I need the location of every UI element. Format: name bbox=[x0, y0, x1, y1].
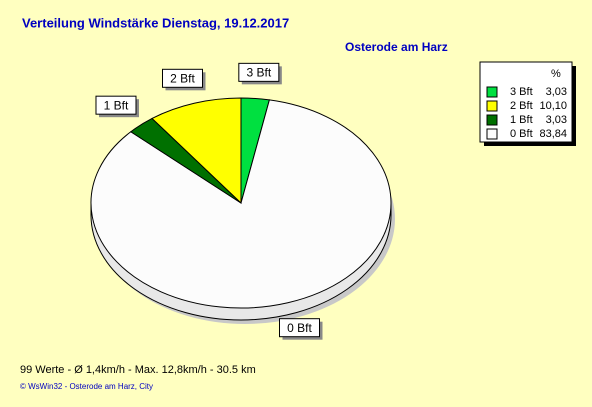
legend-value: 83,84 bbox=[539, 128, 567, 140]
callout-box bbox=[238, 62, 280, 82]
pie-slice bbox=[90, 99, 392, 309]
chart-title: Verteilung Windstärke Dienstag, 19.12.20… bbox=[22, 15, 289, 30]
legend-label: 3 Bft bbox=[510, 86, 533, 98]
legend-swatch bbox=[486, 100, 498, 112]
legend-value: 10,10 bbox=[539, 100, 567, 112]
callout-label: 2 Bft bbox=[170, 71, 195, 85]
legend-header: % bbox=[551, 68, 561, 80]
chart-subtitle: Osterode am Harz bbox=[345, 40, 448, 54]
callout-box bbox=[95, 95, 137, 115]
callout-box bbox=[279, 318, 321, 338]
legend-label: 2 Bft bbox=[510, 100, 533, 112]
footer: 99 Werte - Ø 1,4km/h - Max. 12,8km/h - 3… bbox=[20, 364, 256, 376]
legend-swatch bbox=[486, 128, 498, 140]
copyright: © WsWin32 - Osterode am Harz, City bbox=[20, 382, 153, 391]
legend-label: 0 Bft bbox=[510, 128, 533, 140]
legend-value: 3,03 bbox=[546, 114, 567, 126]
callout-box bbox=[161, 68, 203, 88]
legend-swatch bbox=[486, 86, 498, 98]
pie-slice bbox=[151, 97, 242, 205]
callout-label: 3 Bft bbox=[246, 66, 271, 80]
legend-label: 1 Bft bbox=[510, 114, 533, 126]
legend-swatch bbox=[486, 114, 498, 126]
callout-label: 1 Bft bbox=[104, 98, 129, 112]
callout-label: 0 Bft bbox=[287, 321, 312, 335]
legend-value: 3,03 bbox=[546, 86, 567, 98]
